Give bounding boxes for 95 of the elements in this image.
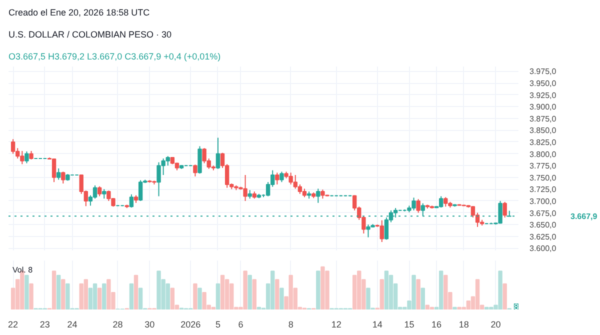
candlestick	[438, 196, 444, 208]
bar	[388, 274, 394, 310]
bar	[56, 274, 61, 310]
x-tick-label: 14	[372, 320, 382, 330]
bar	[29, 283, 34, 310]
bar	[216, 283, 220, 310]
y-tick-label: 3.800,0	[530, 150, 557, 159]
bar	[252, 279, 256, 310]
bar	[211, 306, 216, 310]
candlestick	[502, 201, 507, 218]
bar	[220, 274, 225, 310]
x-tick-label: 22	[8, 320, 18, 330]
bar	[425, 304, 430, 310]
y-tick-label: 3.950,0	[530, 79, 557, 88]
text: 8	[514, 302, 519, 312]
x-tick-label: 18	[458, 320, 469, 330]
candlestick	[10, 138, 16, 154]
bar	[24, 274, 29, 310]
x-tick-label: 23	[40, 320, 50, 330]
bar	[198, 288, 202, 310]
candlestick	[61, 171, 66, 184]
annotation: Vol. 8	[12, 266, 34, 274]
text: Creado el Ene 20, 2026 18:58 UTC	[8, 8, 150, 18]
y-tick-label: 3.725,0	[530, 185, 557, 194]
x-tick-label: 16	[432, 320, 442, 330]
candlestick	[52, 158, 56, 183]
candlestick	[97, 186, 102, 197]
y-tick-label: 3.975,0	[530, 67, 557, 76]
bar	[316, 270, 320, 310]
bar	[384, 270, 389, 310]
x-tick-label: 5	[215, 320, 220, 330]
y-tick-label: 3.750,0	[530, 173, 557, 182]
y-tick-label: 3.675,0	[530, 208, 557, 218]
candlestick	[316, 188, 320, 204]
bar	[84, 279, 88, 310]
bar	[52, 270, 56, 310]
bar	[475, 279, 480, 310]
candlestick	[280, 171, 284, 183]
bar	[134, 274, 138, 310]
candlestick	[193, 164, 198, 177]
y-tick-label: 3.700,0	[530, 196, 557, 206]
bar	[420, 288, 425, 310]
candlestick	[198, 146, 202, 174]
x-tick-label: 30	[144, 320, 155, 330]
bar	[452, 306, 457, 310]
candlestick	[416, 198, 420, 214]
bar	[92, 283, 98, 310]
x-tick-label: 20	[490, 320, 501, 330]
chart-title: U.S. DOLLAR / COLOMBIAN PESO · 30	[8, 30, 172, 40]
bar	[280, 288, 284, 310]
bar	[170, 288, 175, 310]
candlestick	[138, 180, 143, 202]
bar	[102, 283, 106, 310]
x-tick-label: 24	[67, 320, 78, 330]
bar	[416, 279, 420, 310]
bar	[352, 274, 357, 310]
candlestick	[298, 184, 302, 194]
x-tick-label: 6	[238, 320, 244, 330]
bar	[248, 274, 252, 310]
chart-subtitle: O3.667,5 H3.679,2 L3.667,0 C3.667,9 +0,4 (+0,01%)	[8, 52, 221, 62]
bar	[193, 283, 198, 310]
bar	[430, 306, 434, 310]
bar	[61, 279, 66, 310]
x-tick-label: 8	[288, 320, 294, 330]
bar	[275, 279, 280, 310]
candlestick	[92, 184, 98, 200]
x-tick-label: 12	[331, 320, 342, 330]
bar	[97, 288, 102, 310]
y-tick-label: 3.925,0	[530, 90, 557, 100]
candlestick	[216, 137, 220, 170]
y-tick-label: 3.775,0	[530, 162, 557, 171]
x-tick-label: 28	[112, 320, 123, 330]
bar	[256, 306, 262, 310]
y-tick-label: 3.625,0	[530, 232, 557, 242]
candlestick	[275, 172, 280, 185]
candlestick	[102, 188, 106, 200]
candlestick	[129, 194, 134, 208]
y-tick-label: 3.850,0	[530, 126, 557, 136]
x-tick-label: 2026	[180, 320, 201, 330]
bar	[466, 300, 471, 310]
candlestick	[24, 150, 29, 164]
y-tick-label: 3.825,0	[530, 138, 557, 147]
y-tick-label: 3.600,0	[530, 244, 557, 254]
x-tick-label: 15	[404, 320, 414, 330]
y-tick-label: 3.875,0	[530, 114, 557, 124]
bar	[502, 283, 507, 310]
bar	[129, 283, 134, 310]
bar	[438, 270, 444, 310]
bar	[224, 279, 230, 310]
bar	[88, 288, 93, 310]
candlestick	[56, 168, 61, 180]
y-tick-label: 3.900,0	[530, 102, 557, 112]
y-tick-label: 3.650,0	[530, 220, 557, 230]
ref-line-label: 3.667,9	[570, 212, 598, 222]
bar	[138, 288, 143, 310]
